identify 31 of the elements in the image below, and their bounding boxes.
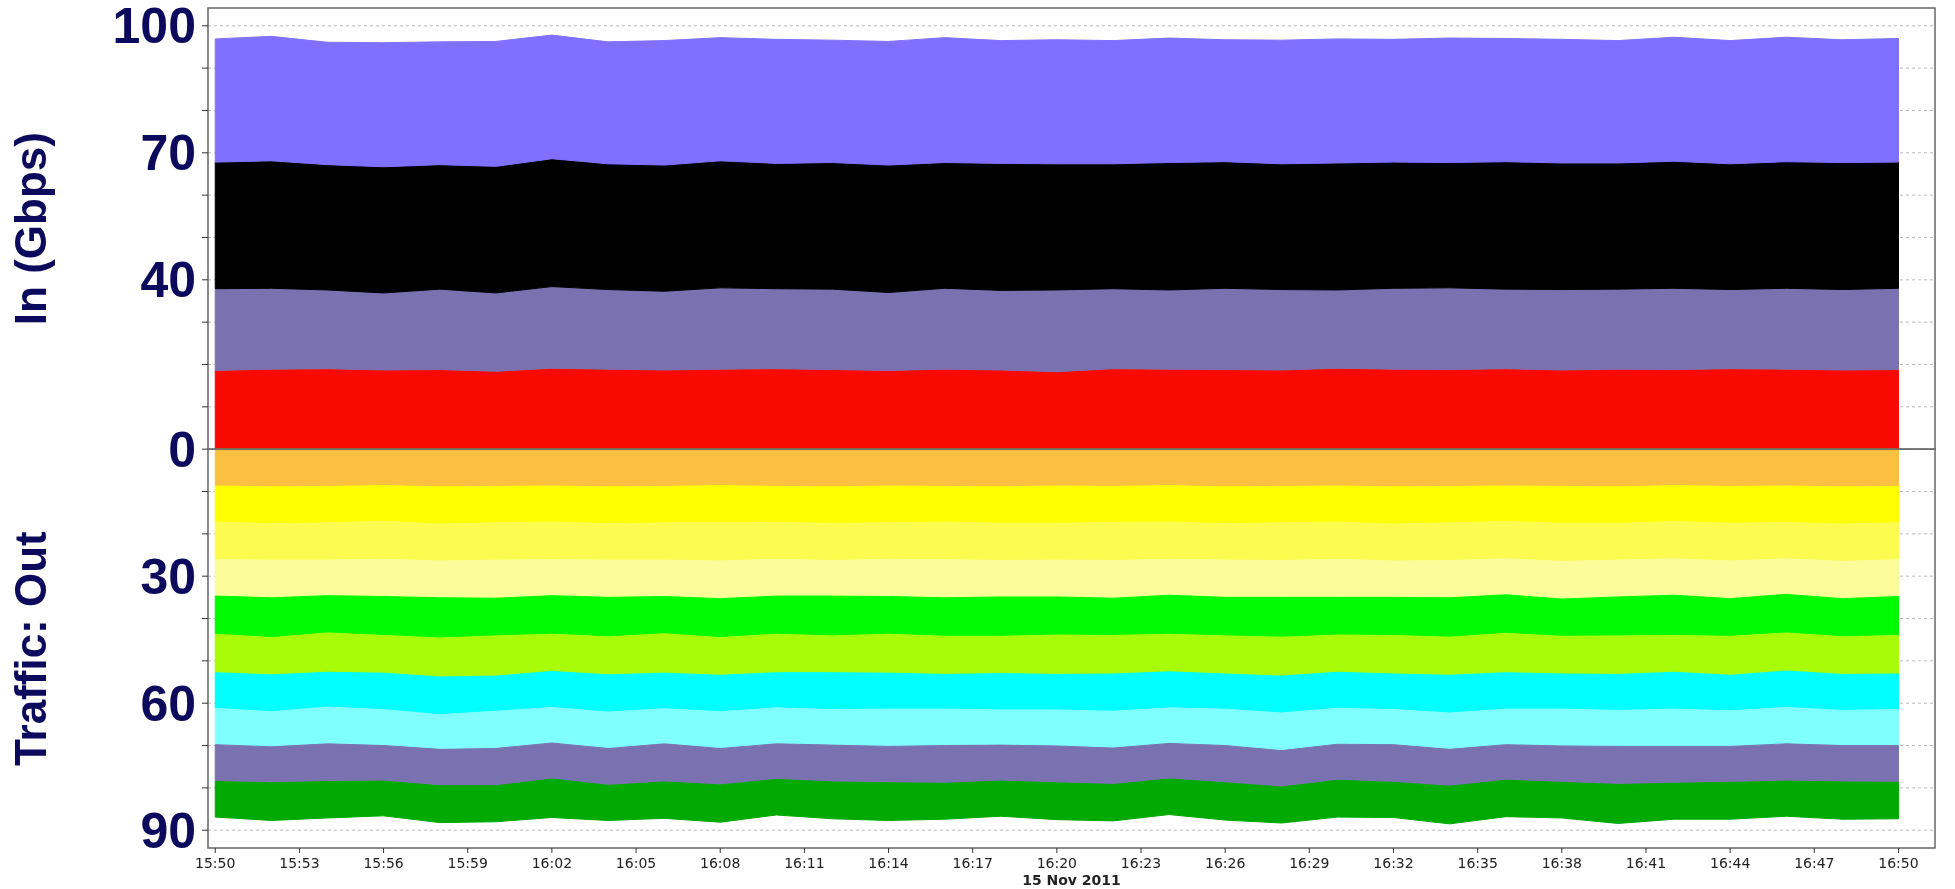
x-tick-label: 16:08 [700,855,741,871]
x-tick-label: 16:26 [1205,855,1246,871]
x-tick-label: 15:59 [447,855,488,871]
x-tick-label: 16:44 [1709,855,1751,871]
x-tick-label: 16:29 [1289,855,1330,871]
y-tick-label: 30 [140,548,196,605]
x-tick-label: 16:35 [1457,855,1498,871]
x-tick-label: 16:05 [615,855,657,871]
y-tick-label: 70 [140,125,196,182]
x-tick-label: 15:56 [363,855,404,871]
y-axis-title: In (Gbps) [6,132,55,326]
x-tick-label: 15:53 [279,855,320,871]
x-axis-title: 15 Nov 2011 [1022,872,1121,888]
x-tick-label: 16:17 [952,855,993,871]
x-tick-label: 16:11 [784,855,825,871]
y-tick-label: 40 [140,252,196,309]
y-tick-label: 0 [168,421,196,478]
x-tick-label: 16:20 [1036,855,1078,871]
x-tick-label: 16:41 [1625,855,1667,871]
y-tick-label: 90 [140,802,196,859]
y-tick-label: 100 [112,0,196,55]
x-tick-label: 16:32 [1373,855,1414,871]
x-tick-label: 16:02 [531,855,573,871]
y-axis-title: Traffic: Out [6,530,55,766]
y-tick-label: 60 [140,675,196,732]
x-tick-label: 16:50 [1878,855,1919,871]
x-tick-label: 16:47 [1794,855,1835,871]
x-tick-label: 16:23 [1120,855,1162,871]
x-tick-label: 16:38 [1541,855,1583,871]
x-tick-label: 16:14 [868,855,909,871]
x-tick-label: 15:50 [195,855,236,871]
